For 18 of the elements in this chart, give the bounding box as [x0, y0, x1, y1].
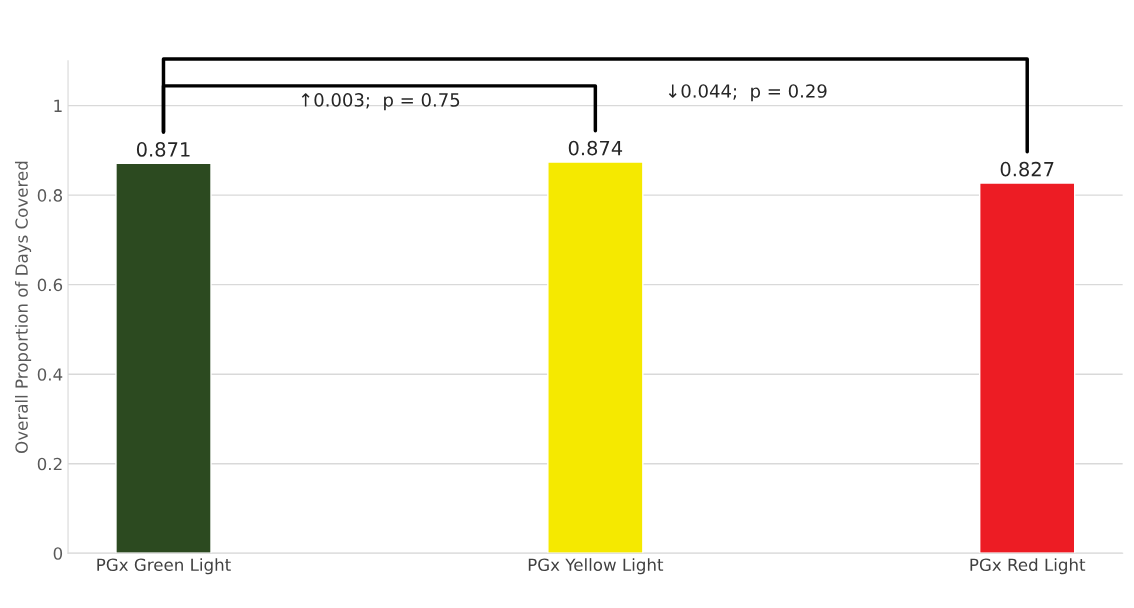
data-label: 0.874: [568, 140, 623, 156]
data-label: 0.827: [1000, 161, 1054, 177]
y-tick-label: 0.2: [37, 457, 62, 471]
y-tick-label: 1: [54, 99, 62, 112]
y-tick-label: 0.8: [37, 189, 63, 202]
y-tick-label: 0.6: [37, 278, 63, 292]
bar: [979, 182, 1076, 554]
annotation: ↓0.044; p = 0.29: [668, 84, 827, 102]
x-tick-label: PGx Green Light: [97, 558, 231, 575]
annotation: ↑0.003; p = 0.75: [301, 93, 460, 111]
x-tick-label: PGx Yellow Light: [528, 558, 664, 575]
y-tick-label: 0.4: [37, 368, 63, 381]
y-axis-title: Overall Proportion of Days Covered: [14, 161, 32, 453]
x-tick-label: PGx Red Light: [970, 558, 1086, 575]
bar: [547, 161, 644, 554]
data-label: 0.871: [136, 142, 190, 157]
y-tick-label: 0: [53, 547, 63, 560]
bar: [115, 162, 212, 554]
